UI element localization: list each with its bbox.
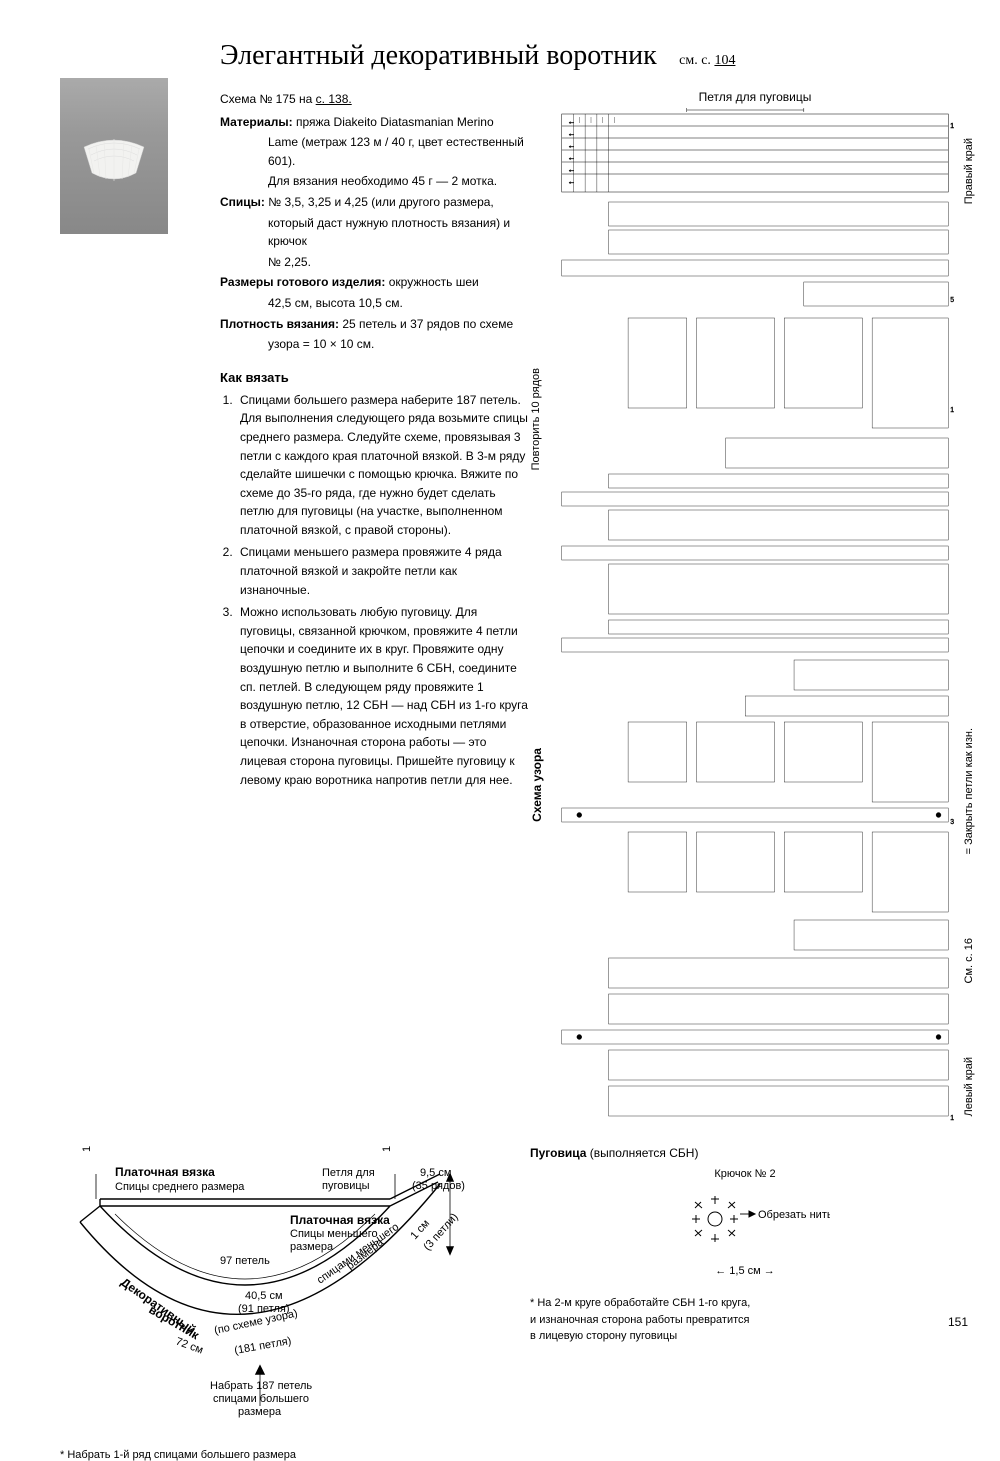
svg-text:←: ←	[568, 141, 576, 150]
button-heading: Пуговица (выполняется СБН)	[530, 1146, 960, 1160]
sch-cast3: размера	[238, 1406, 282, 1418]
needles-label: Спицы:	[220, 195, 265, 209]
materials-line2: Lame (метраж 123 м / 40 г, цвет естестве…	[220, 133, 530, 170]
see-reference: см. с. 104	[679, 53, 735, 68]
button-footnote: * На 2-м круге обработайте СБН 1-го круг…	[530, 1295, 960, 1345]
svg-text:←: ←	[568, 129, 576, 138]
chart-right-edge-label: Правый край	[963, 138, 975, 204]
size-line2: 42,5 см, высота 10,5 см.	[220, 294, 530, 313]
chart-repeat-label: Повторить 10 рядов	[530, 368, 542, 470]
chart-bindoff-label: = Закрыть петли как изн.	[963, 728, 975, 854]
svg-text:←: ←	[568, 117, 576, 126]
scheme-prefix: Схема № 175 на	[220, 92, 312, 106]
svg-text:←: ←	[568, 165, 576, 174]
chart-pattern-label: Схема узора	[530, 748, 544, 822]
step-2: Спицами меньшего размера провяжите 4 ряд…	[236, 543, 530, 599]
crochet-hook-label: Крючок № 2	[530, 1168, 960, 1180]
button-subtitle: (выполняется СБН)	[590, 1146, 699, 1160]
page-title: Элегантный декоративный воротник	[220, 40, 657, 71]
cut-thread-label: Обрезать нить	[758, 1209, 830, 1221]
gauge-line1: 25 петель и 37 рядов по схеме	[342, 317, 513, 331]
size-label: Размеры готового изделия:	[220, 275, 385, 289]
product-thumbnail	[60, 78, 168, 234]
materials-label: Материалы:	[220, 115, 293, 129]
sch-181sts: (181 петля)	[233, 1335, 292, 1357]
intro-block: Схема № 175 на с. 138. Материалы: пряжа …	[220, 90, 530, 354]
collar-schematic: 1 см (3 петли) 1 см (4 ряда) Платочная в…	[60, 1144, 500, 1444]
sch-cast2: спицами большего	[213, 1393, 309, 1405]
howto-steps: Спицами большего размера наберите 187 пе…	[220, 391, 530, 789]
materials-line1: пряжа Diakeito Diatasmanian Merino	[296, 115, 494, 129]
chart-left-edge-label: Левый край	[963, 1057, 975, 1116]
sch-97sts: 97 петель	[220, 1255, 270, 1267]
sch-garter2-title: Платочная вязка	[290, 1213, 390, 1227]
sch-72cm: 72 см	[174, 1336, 205, 1357]
needles-line1: № 3,5, 3,25 и 4,25 (или другого размера,	[268, 195, 493, 209]
sch-loop2: пуговицы	[322, 1180, 370, 1192]
sch-garter2-sub2: размера	[290, 1241, 334, 1253]
gauge-line2: узора = 10 × 10 см.	[220, 335, 530, 354]
step-1: Спицами большего размера наберите 187 пе…	[236, 391, 530, 540]
sch-1cm-3sts-left: 1 см (3 петли)	[81, 1144, 93, 1152]
buttonhole-loop-label: Петля для пуговицы	[550, 90, 960, 104]
gauge-label: Плотность вязания:	[220, 317, 339, 331]
page-number: 151	[948, 1315, 968, 1329]
see-prefix: см. с.	[679, 53, 711, 68]
sch-1cm-4rows: 1 см (4 ряда)	[381, 1144, 393, 1152]
sch-loop1: Петля для	[322, 1167, 375, 1179]
step-3: Можно использовать любую пуговицу. Для п…	[236, 603, 530, 789]
sch-garter2-sub1: Спицы меньшего	[290, 1228, 378, 1240]
button-dimension: ← 1,5 см →	[530, 1265, 960, 1277]
howto-heading: Как вязать	[220, 370, 530, 385]
size-line1: окружность шеи	[389, 275, 479, 289]
sch-garter1-title: Платочная вязка	[115, 1165, 215, 1179]
svg-text:1: 1	[950, 1115, 954, 1122]
svg-text:←: ←	[568, 177, 576, 186]
sch-garter1-sub: Спицы среднего размера	[115, 1181, 245, 1193]
sch-1cm-r2: (3 петли)	[421, 1211, 460, 1253]
needles-line2: который даст нужную плотность вязания) и…	[220, 214, 530, 251]
svg-text:1: 1	[950, 123, 954, 130]
svg-text:←: ←	[568, 153, 576, 162]
sch-35rows: (35 рядов)	[412, 1180, 465, 1192]
svg-text:3: 3	[950, 819, 954, 826]
materials-line3: Для вязания необходимо 45 г — 2 мотка.	[220, 172, 530, 191]
sch-95cm: 9,5 см	[420, 1167, 451, 1179]
schematic-footnote: * Набрать 1-й ряд спицами большего разме…	[60, 1449, 500, 1461]
button-diagram: Обрезать нить	[660, 1184, 830, 1254]
see-page: 104	[714, 53, 735, 68]
stitch-chart: ← ← ← ← ← ← 1	[550, 108, 960, 1126]
svg-text:5: 5	[950, 297, 954, 304]
sch-405cm: 40,5 см	[245, 1290, 283, 1302]
needles-line3: № 2,25.	[220, 253, 530, 272]
chart-see-p16: См. с. 16	[963, 938, 975, 983]
svg-text:1: 1	[950, 407, 954, 414]
scheme-pageref: с. 138.	[316, 92, 352, 106]
sch-cast1: Набрать 187 петель	[210, 1380, 312, 1392]
